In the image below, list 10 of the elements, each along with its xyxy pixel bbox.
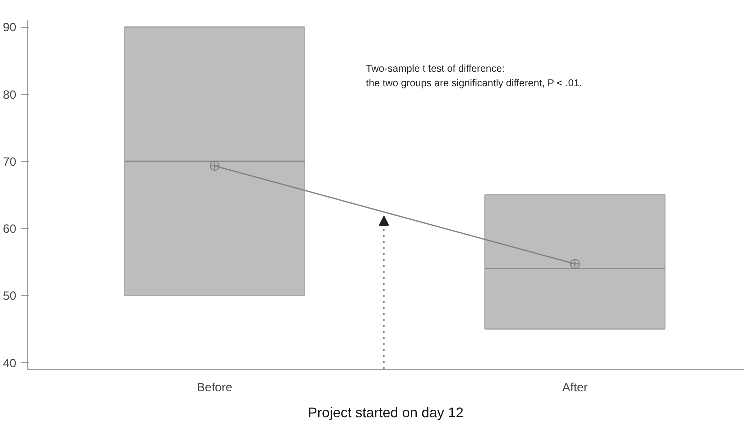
y-tick-label: 40: [3, 356, 17, 370]
x-tick-label: After: [562, 380, 588, 394]
y-tick-label: 50: [3, 289, 17, 304]
y-tick-label: 70: [3, 154, 17, 169]
y-tick-label: 60: [3, 222, 17, 236]
annotation: Two-sample t test of difference: the two groups are significantly different, P < .01.: [366, 64, 582, 90]
y-tick-label: 90: [3, 20, 17, 35]
y-tick-label: 80: [3, 88, 17, 102]
x-tick-label: Before: [197, 380, 233, 394]
text: Project started on day 12: [308, 404, 464, 420]
